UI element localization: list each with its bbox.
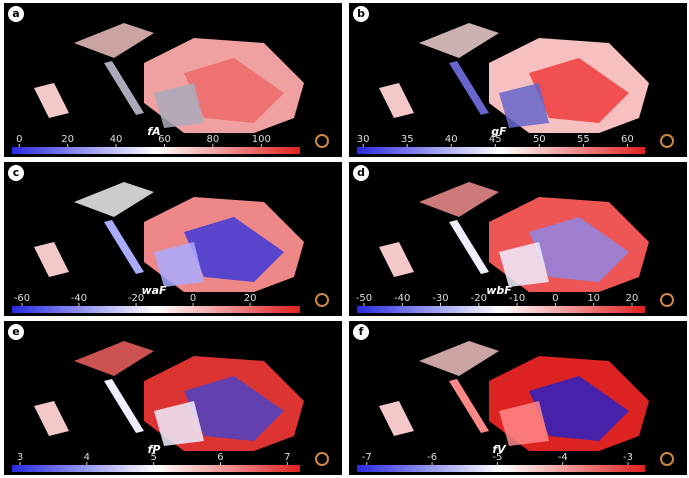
panel-label: b	[357, 7, 365, 20]
colorbar-tick-label: -30	[432, 293, 448, 304]
colorbar-tick-label: 0	[552, 293, 558, 304]
colorbar-tick-label: -40	[71, 293, 87, 304]
colorbar-tick-label: 40	[445, 134, 458, 145]
colorbar-tick-label: -6	[427, 452, 437, 463]
colorbar-tick-label: 60	[621, 134, 634, 145]
colorbar-tick-label: 40	[110, 134, 123, 145]
colorbar-tick-label: -10	[509, 293, 525, 304]
colorbar-tick-label: -20	[471, 293, 487, 304]
colorbar-tick-label: -50	[356, 293, 372, 304]
panel-label: f	[359, 325, 364, 338]
panel-label: a	[12, 7, 19, 20]
colorbar-tick-label: 6	[217, 452, 223, 463]
colorbar-tick-label: 5	[150, 452, 156, 463]
colorbar-tick-label: 80	[207, 134, 220, 145]
colorbar-tick-label: 0	[190, 293, 196, 304]
panel-label: e	[12, 325, 19, 338]
colorbar-tick-label: -20	[128, 293, 144, 304]
figure: afA020406080100bgF30354045505560cwaF-60-…	[0, 0, 689, 478]
panel: c waF -60 -40 -20 0 20	[4, 162, 342, 316]
colorbar	[357, 147, 645, 154]
colorbar-tick-label: -3	[623, 452, 633, 463]
colorbar-tick-label: -4	[558, 452, 568, 463]
colorbar	[12, 465, 300, 472]
colorbar-tick-label: 45	[489, 134, 502, 145]
variable-name: waF	[141, 284, 167, 297]
colorbar	[357, 306, 645, 313]
colorbar-tick-label: 4	[84, 452, 90, 463]
colorbar-tick-label: 7	[284, 452, 290, 463]
panel-label: d	[357, 166, 365, 179]
colorbar	[357, 465, 645, 472]
colorbar-tick-label: -5	[492, 452, 502, 463]
colorbar-tick-label: 20	[61, 134, 74, 145]
colorbar-tick-label: 20	[626, 293, 639, 304]
colorbar-tick-label: -40	[394, 293, 410, 304]
panel: ffV-7-6-5-4-3	[349, 321, 687, 475]
colorbar-tick-label: 100	[252, 134, 271, 145]
colorbar-tick-label: 55	[577, 134, 590, 145]
colorbar-tick-label: -7	[362, 452, 372, 463]
colorbar-tick-label: 35	[401, 134, 414, 145]
panel-label: c	[13, 166, 20, 179]
colorbar	[12, 306, 300, 313]
colorbar-tick-label: 3	[17, 452, 23, 463]
colorbar-tick-label: 30	[357, 134, 370, 145]
colorbar-tick-label: -60	[14, 293, 30, 304]
colorbar-tick-label: 20	[244, 293, 257, 304]
colorbar-tick-label: 50	[533, 134, 546, 145]
colorbar	[12, 147, 300, 154]
colorbar-tick-label: 60	[158, 134, 171, 145]
colorbar-tick-label: 0	[16, 134, 22, 145]
colorbar-tick-label: 10	[587, 293, 600, 304]
